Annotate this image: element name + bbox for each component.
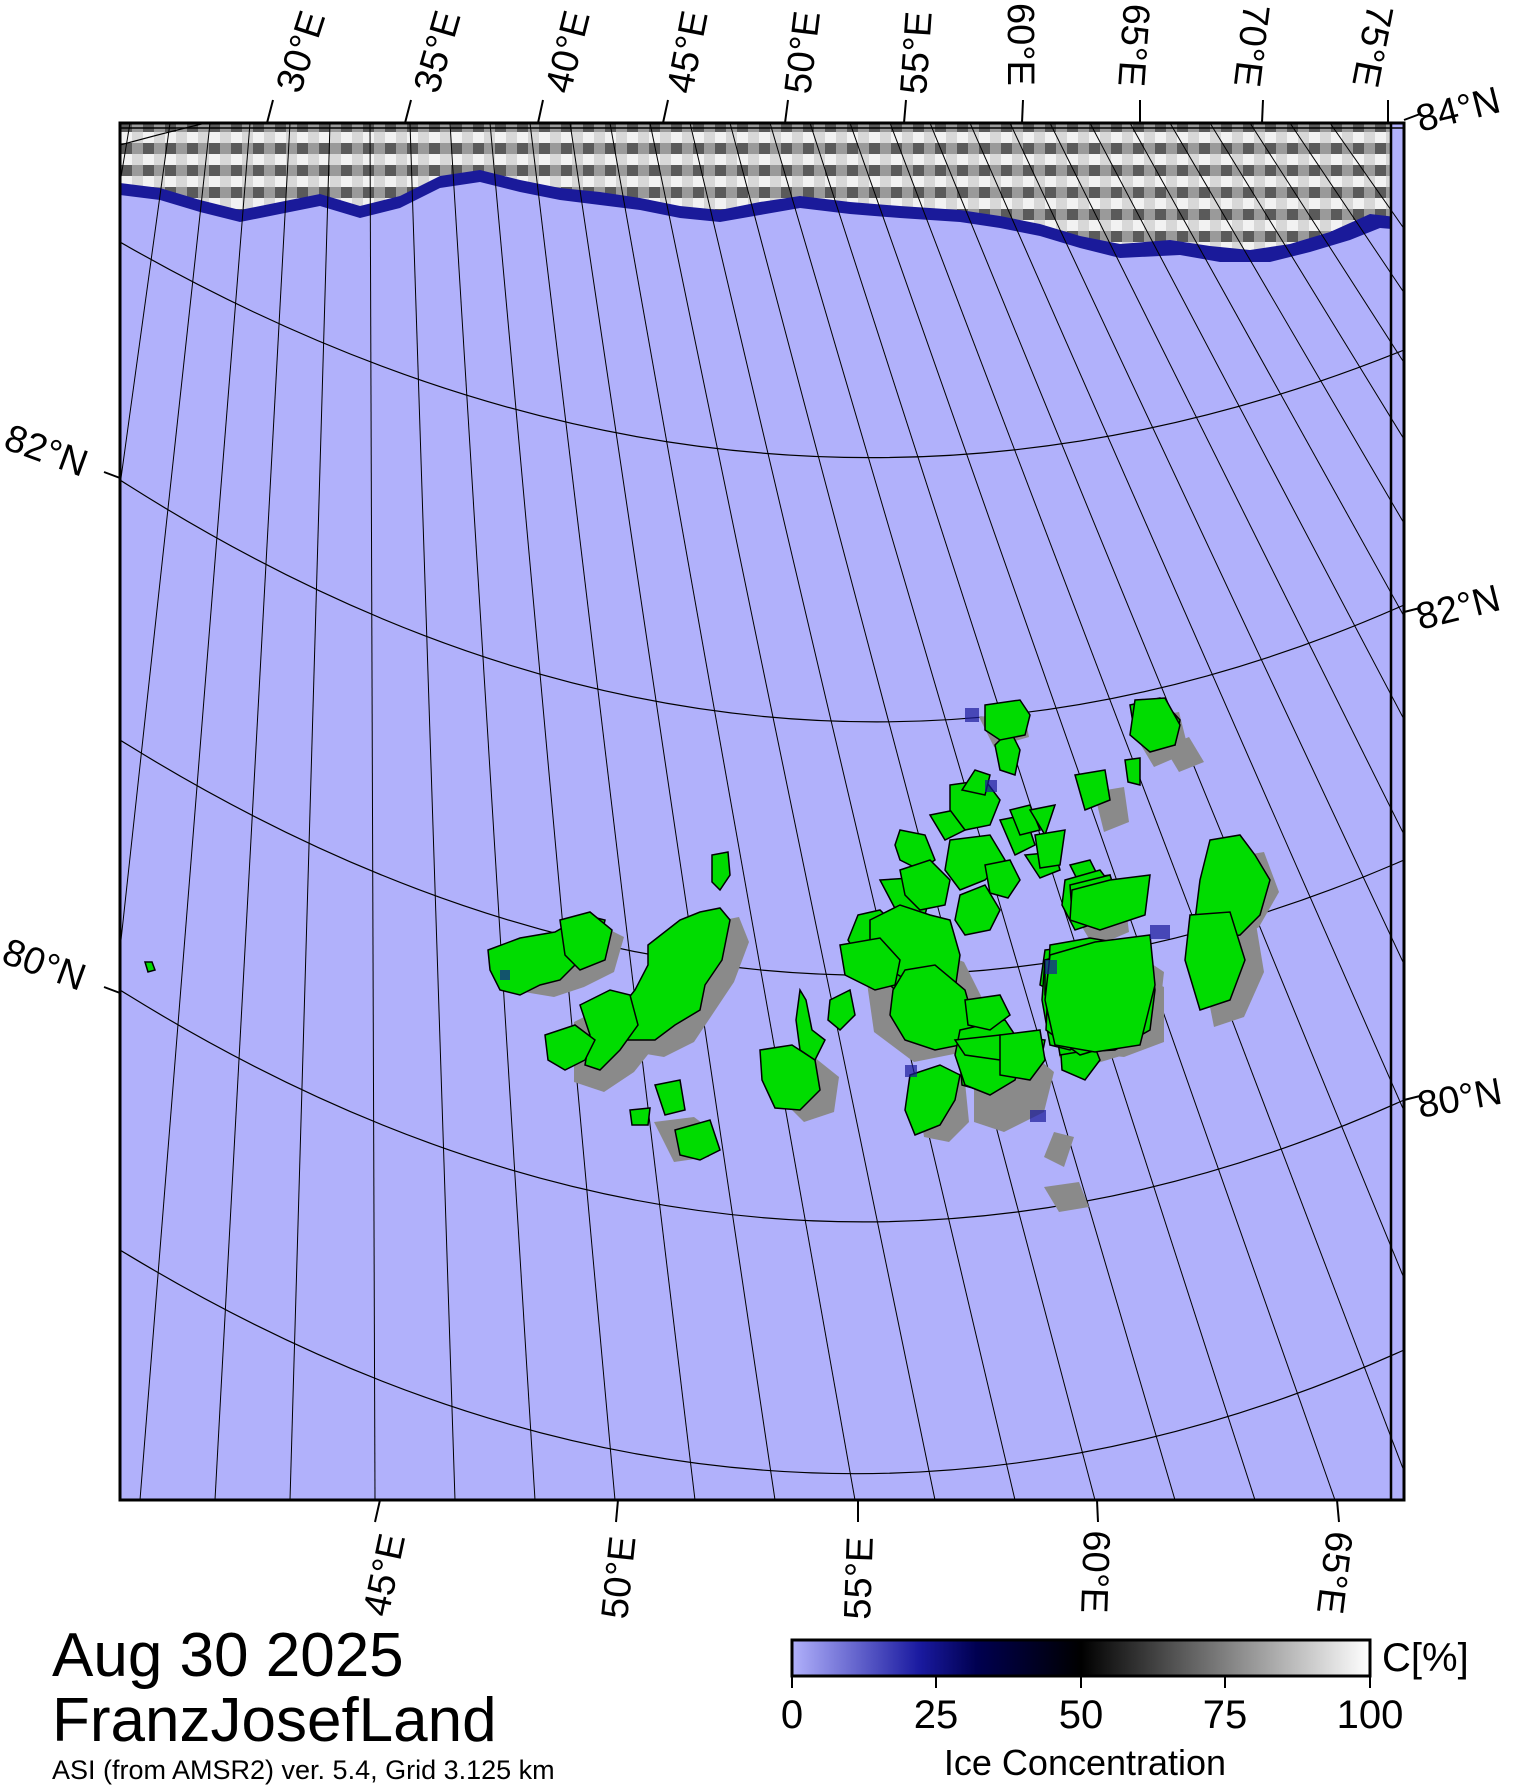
top-lon-label: 65°E <box>1109 2 1157 88</box>
caption-source: ASI (from AMSR2) ver. 5.4, Grid 3.125 km <box>52 1755 555 1785</box>
island-tiny-w <box>143 961 156 973</box>
island-big-3 <box>839 937 901 991</box>
top-lon-label: 35°E <box>406 6 469 97</box>
caption-region: FranzJosefLand <box>52 1686 497 1755</box>
colorbar-tick: 100 <box>1337 1693 1404 1737</box>
graticule-meridians <box>120 123 1404 1500</box>
top-lon-label: 50°E <box>777 9 829 96</box>
bottom-lon-label: 55°E <box>837 1536 882 1620</box>
island-center-9 <box>984 859 1021 899</box>
right-lat-label: 80°N <box>1414 1071 1505 1127</box>
island-e-4 <box>1034 829 1066 869</box>
island-wilczek-land <box>1044 934 1156 1053</box>
top-lon-label: 70°E <box>1225 2 1277 89</box>
island-west-2 <box>559 911 613 971</box>
colorbar-tick: 50 <box>1059 1693 1104 1737</box>
island-south-3 <box>629 1107 651 1126</box>
top-lon-label: 55°E <box>893 10 941 96</box>
island-center-8 <box>954 884 1001 936</box>
top-lon-label: 30°E <box>269 6 335 98</box>
right-lat-label: 82°N <box>1412 577 1505 638</box>
island-south-1 <box>654 1079 686 1116</box>
colorbar-title: Ice Concentration <box>944 1742 1226 1783</box>
coastal-ice <box>500 708 1170 1122</box>
top-lon-label: 75°E <box>1343 1 1400 90</box>
colorbar-tick: 25 <box>914 1693 959 1737</box>
island-center-7 <box>944 834 1006 891</box>
island-north-3 <box>1028 804 1057 837</box>
sea-ice-pack <box>120 123 1404 250</box>
island-ne-3 <box>1124 757 1141 786</box>
left-lat-label: 80°N <box>0 931 91 1000</box>
open-water <box>120 123 1404 1500</box>
ice-concentration-map: 30°E 35°E 40°E 45°E 50°E 55°E 60°E 65°E … <box>0 1 1505 1621</box>
island-mid-4 <box>827 988 856 1032</box>
left-lat-label: 82°N <box>0 417 93 486</box>
island-big-2 <box>889 964 976 1051</box>
bottom-lon-label: 60°E <box>1072 1530 1117 1614</box>
top-lon-label: 60°E <box>999 3 1041 86</box>
top-lon-label: 40°E <box>538 7 599 98</box>
island-center-6 <box>960 769 991 796</box>
island-west-5 <box>544 1024 596 1071</box>
colorbar-gradient <box>790 1638 1372 1678</box>
island-eva-liv <box>1129 697 1181 753</box>
colorbar-unit: C[%] <box>1382 1636 1469 1680</box>
island-mid-3 <box>795 987 826 1062</box>
island-mid-2 <box>759 1044 821 1111</box>
island-mid-1 <box>711 851 731 892</box>
island-ne-4 <box>1184 911 1246 1011</box>
colorbar-tick: 75 <box>1203 1693 1248 1737</box>
island-big-4 <box>899 859 951 911</box>
island-big-8 <box>964 994 1011 1031</box>
bottom-lon-label: 65°E <box>1308 1529 1360 1616</box>
graticule-parallels <box>120 123 1404 1475</box>
bottom-lon-label: 45°E <box>356 1530 414 1620</box>
island-ne-5 <box>1069 874 1151 931</box>
caption-date: Aug 30 2025 <box>52 1621 404 1690</box>
islands <box>143 697 1271 1161</box>
island-south-2 <box>674 1119 721 1161</box>
island-east-3 <box>1074 769 1111 812</box>
right-lat-label: 84°N <box>1412 79 1505 140</box>
island-center-11 <box>994 728 1021 776</box>
map-frame <box>118 121 1406 1502</box>
island-big-11 <box>999 1029 1046 1081</box>
top-longitude-labels: 30°E 35°E 40°E 45°E 50°E 55°E 60°E 65°E … <box>269 1 1401 97</box>
colorbar-tick: 0 <box>781 1693 803 1737</box>
top-lon-label: 45°E <box>660 7 717 96</box>
bottom-longitude-labels: 45°E 50°E 55°E 60°E 65°E <box>356 1529 1360 1621</box>
island-north-1 <box>984 699 1031 741</box>
bottom-lon-label: 50°E <box>594 1534 644 1621</box>
island-big-9 <box>904 1064 961 1136</box>
